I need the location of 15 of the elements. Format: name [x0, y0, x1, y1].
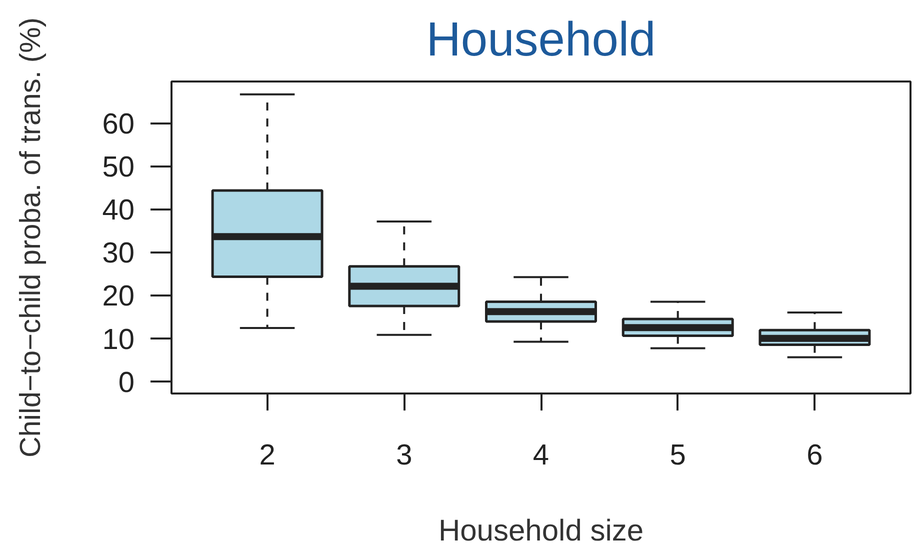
y-tick-label: 40 [102, 194, 135, 226]
y-tick-label: 10 [102, 324, 135, 356]
y-tick-label: 30 [102, 238, 135, 270]
x-tick-label: 3 [396, 440, 412, 472]
x-tick-label: 5 [670, 440, 686, 472]
y-tick-label: 20 [102, 280, 135, 313]
x-tick-label: 4 [532, 440, 550, 472]
chart-title: Household [426, 14, 656, 66]
y-tick-label: 0 [118, 366, 135, 399]
x-tick-label: 6 [806, 440, 823, 472]
x-axis-title: Household size [438, 514, 644, 548]
y-tick-label: 50 [102, 151, 135, 184]
x-tick-label: 2 [259, 440, 276, 472]
y-tick-label: 60 [102, 108, 135, 140]
y-axis-title: Child−to−child proba. of trans. (%) [15, 17, 48, 458]
